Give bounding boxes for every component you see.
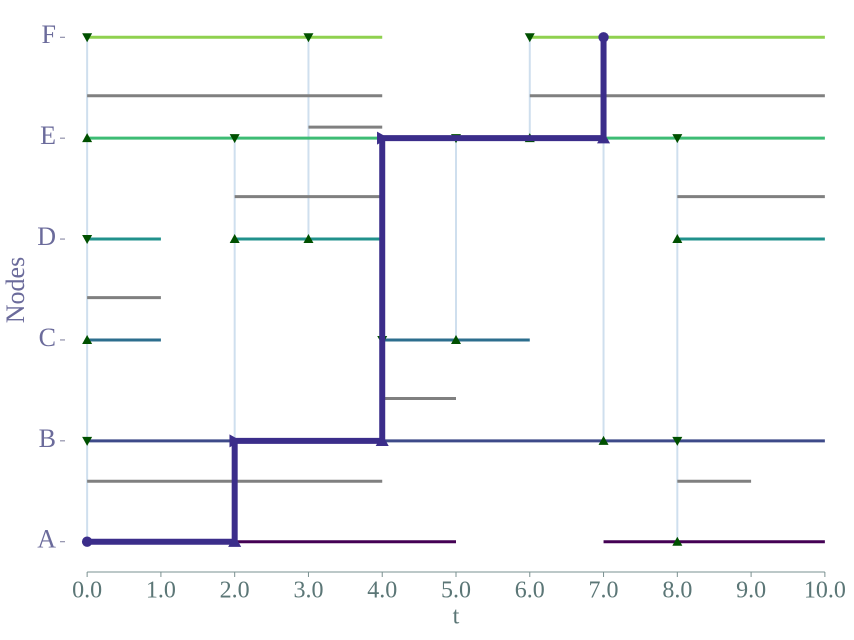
x-tick-label: 9.0 (736, 578, 766, 604)
path-marker (375, 434, 389, 447)
x-tick-label: 10.0 (804, 578, 846, 604)
x-tick-label: 7.0 (589, 578, 619, 604)
path-marker (228, 535, 242, 547)
event-marker (229, 234, 240, 244)
event-marker (451, 334, 461, 344)
y-tick-label: C (39, 323, 56, 352)
y-tick-label: E (40, 121, 56, 150)
event-marker (598, 435, 609, 445)
path-marker (597, 131, 611, 144)
path-line (87, 37, 607, 545)
y-tick-label: B (39, 424, 56, 453)
event-marker (82, 436, 93, 446)
event-marker (82, 334, 93, 344)
event-marker (82, 133, 93, 143)
x-tick-label: 5.0 (441, 578, 471, 604)
path-marker (81, 536, 93, 547)
event-marker (303, 33, 314, 43)
y-tick-label: A (37, 525, 56, 554)
x-tick-label: 2.0 (220, 578, 250, 604)
event-marker (524, 33, 535, 43)
event-marker (229, 134, 240, 144)
x-tick-label: 4.0 (367, 578, 397, 604)
path-marker (229, 434, 242, 448)
event-marker (303, 234, 314, 244)
y-axis-label: Nodes (1, 257, 30, 323)
event-marker (672, 536, 683, 546)
x-tick-label: 3.0 (293, 578, 323, 604)
event-marker (672, 134, 683, 144)
y-tick-label: D (37, 222, 56, 251)
x-tick-label: 1.0 (146, 578, 176, 604)
y-tick-label: F (42, 20, 56, 49)
x-tick-label: 8.0 (662, 578, 692, 604)
x-tick-label: 6.0 (515, 578, 545, 604)
x-axis-label: t (453, 604, 460, 630)
event-marker (82, 33, 93, 43)
event-marker (672, 436, 683, 446)
path-marker (377, 131, 389, 145)
event-marker (82, 235, 93, 245)
x-tick-label: 0.0 (72, 578, 102, 604)
event-marker (672, 234, 683, 244)
path-marker (598, 32, 609, 43)
